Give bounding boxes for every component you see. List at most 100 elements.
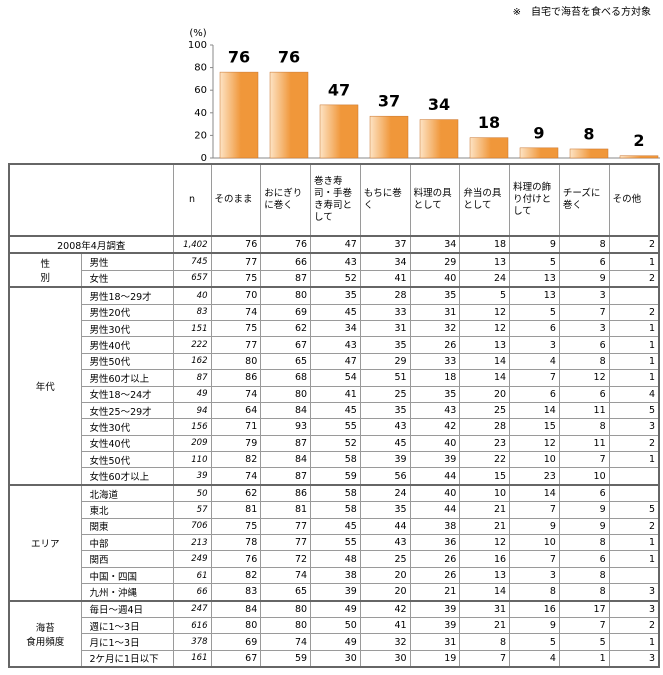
row-label: 女性40代 — [80, 434, 174, 453]
value-cell: 64 — [210, 401, 262, 420]
value-cell: 65 — [260, 352, 312, 371]
row-label: 男性60才以上 — [80, 369, 174, 387]
value-cell: 80 — [210, 352, 262, 371]
value-cell: 29 — [359, 352, 411, 371]
column-header: もちに巻く — [359, 163, 411, 237]
row: 女性25～29才 94 64 84 45 35 43 25 14 11 5 — [9, 401, 660, 420]
value-cell: 39 — [409, 616, 461, 635]
value-cell: 2 — [608, 303, 660, 321]
value-cell: 17 — [558, 599, 610, 618]
n-cell: 110 — [172, 451, 212, 469]
value-cell: 35 — [409, 385, 461, 403]
value-cell: 8 — [558, 418, 610, 436]
header-row: n そのまま おにぎりに巻く 巻き寿司・手巻き寿司として もちに巻く 料理の具として 弁当の… — [8, 163, 660, 237]
value-cell: 80 — [260, 616, 312, 635]
value-cell: 13 — [509, 286, 560, 305]
row: 女性 657 75 87 52 41 40 24 13 9 2 — [9, 269, 660, 288]
column-header: おにぎりに巻く — [260, 163, 312, 237]
row: 月に1～3日 378 69 74 49 32 31 8 5 5 1 — [9, 633, 660, 651]
value-cell: 86 — [210, 369, 262, 387]
value-cell: 7 — [558, 451, 610, 469]
bar — [469, 137, 509, 159]
value-cell: 19 — [409, 649, 461, 668]
value-cell: 35 — [310, 286, 361, 305]
value-label: 34 — [428, 95, 450, 114]
value-cell: 5 — [558, 633, 610, 651]
row: 関東 706 75 77 45 44 38 21 9 9 2 — [9, 517, 660, 536]
value-cell: 1 — [608, 534, 660, 552]
bar — [569, 148, 609, 159]
bar — [319, 104, 359, 159]
value-cell: 5 — [509, 303, 560, 321]
value-cell: 25 — [459, 401, 511, 420]
value-cell: 49 — [310, 599, 361, 618]
value-cell — [608, 467, 660, 486]
value-cell: 82 — [210, 566, 262, 585]
group-label-line: 別 — [40, 273, 50, 285]
value-cell: 37 — [359, 234, 411, 254]
value-cell: 6 — [509, 319, 560, 338]
row: 海苔 食用頻度 毎日～週4日 247 84 80 49 42 39 31 16 17 3 — [8, 599, 660, 668]
value-cell: 47 — [310, 234, 361, 254]
value-cell: 43 — [359, 534, 411, 552]
row-label: 女性50代 — [80, 451, 174, 469]
value-cell: 55 — [310, 418, 361, 436]
value-cell: 67 — [260, 336, 312, 354]
value-cell: 13 — [459, 566, 511, 585]
value-cell: 1 — [608, 369, 660, 387]
value-cell: 6 — [558, 336, 610, 354]
value-cell: 9 — [509, 234, 560, 254]
value-cell: 80 — [260, 599, 312, 618]
value-cell: 44 — [409, 467, 461, 486]
value-cell: 74 — [210, 385, 262, 403]
value-cell: 13 — [509, 269, 560, 288]
value-cell: 22 — [459, 451, 511, 469]
value-cell: 3 — [608, 583, 660, 602]
value-cell: 2 — [608, 434, 660, 453]
value-cell: 58 — [310, 483, 361, 503]
value-cell: 6 — [558, 550, 610, 568]
column-header: 料理の具として — [409, 163, 461, 237]
row: 男性20代 83 74 69 45 33 31 12 5 7 2 — [9, 303, 660, 321]
row: 女性40代 209 79 87 52 45 40 23 12 11 2 — [9, 434, 660, 453]
n-cell: 161 — [172, 649, 212, 668]
row: 女性50代 110 82 84 58 39 39 22 10 7 1 — [9, 451, 660, 469]
bar — [369, 115, 409, 159]
n-cell: 1,402 — [172, 234, 212, 254]
row-label: 女性60才以上 — [80, 467, 174, 486]
value-cell: 78 — [210, 534, 262, 552]
value-cell: 9 — [509, 517, 560, 536]
value-label: 47 — [328, 80, 350, 99]
y-tick-label: 20 — [194, 130, 207, 141]
value-cell: 1 — [608, 633, 660, 651]
row-label: 九州・沖縄 — [80, 583, 174, 602]
value-cell: 33 — [359, 303, 411, 321]
value-cell: 3 — [509, 336, 560, 354]
n-cell: 57 — [172, 501, 212, 519]
value-cell: 21 — [409, 583, 461, 602]
value-cell: 75 — [210, 517, 262, 536]
n-cell: 657 — [172, 269, 212, 288]
value-cell: 12 — [459, 303, 511, 321]
value-cell: 8 — [558, 583, 610, 602]
value-cell: 20 — [359, 566, 411, 585]
value-cell: 5 — [459, 286, 511, 305]
value-cell: 31 — [359, 319, 411, 338]
row-label: 週に1～3日 — [80, 616, 174, 635]
value-cell: 34 — [310, 319, 361, 338]
value-cell: 80 — [260, 385, 312, 403]
value-cell: 39 — [409, 599, 461, 618]
value-cell: 58 — [310, 451, 361, 469]
value-cell: 9 — [558, 501, 610, 519]
note: ※ 自宅で海苔を食べる方対象 — [512, 7, 651, 18]
n-cell: 156 — [172, 418, 212, 436]
value-cell: 23 — [509, 467, 560, 486]
value-cell: 42 — [409, 418, 461, 436]
value-cell: 13 — [459, 252, 511, 271]
value-cell: 79 — [210, 434, 262, 453]
value-cell: 5 — [509, 252, 560, 271]
n-cell: 87 — [172, 369, 212, 387]
value-cell: 52 — [310, 434, 361, 453]
value-cell: 12 — [459, 534, 511, 552]
n-cell: 209 — [172, 434, 212, 453]
